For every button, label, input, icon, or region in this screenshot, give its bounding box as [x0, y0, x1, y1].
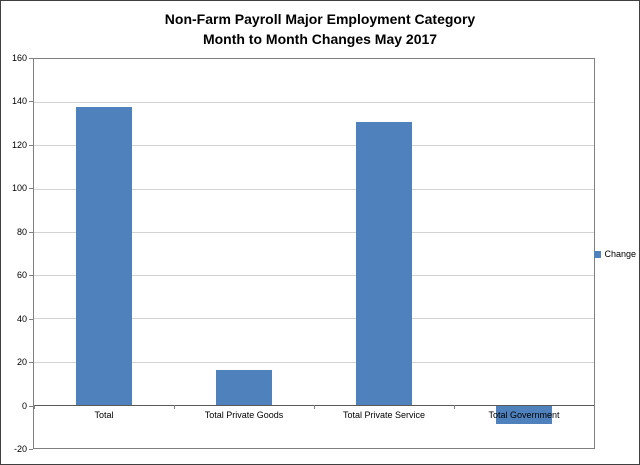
- y-axis-tick-label: 40: [16, 313, 27, 324]
- gridline: [34, 145, 594, 147]
- y-axis-tick-label: 140: [11, 96, 27, 107]
- gridline: [34, 231, 594, 233]
- y-axis-tick: [29, 144, 33, 146]
- y-axis-tick: [29, 405, 33, 407]
- x-axis-category-label: Total Private Goods: [204, 409, 284, 420]
- chart-title-line2: Month to Month Changes May 2017: [202, 31, 438, 47]
- plot-area: Total Total Private Goods Total Private Se…: [33, 58, 595, 449]
- y-axis-tick: [29, 449, 33, 450]
- y-axis-tick-label: 100: [11, 183, 27, 194]
- bar: [76, 106, 132, 405]
- x-axis-tick: [314, 404, 315, 409]
- gridline: [34, 361, 594, 363]
- x-axis-category-label: Total Private Service: [342, 409, 426, 420]
- chart-title: Non-Farm Payroll Major Employment Catego…: [1, 9, 639, 49]
- y-axis-tick-label: 120: [11, 139, 27, 150]
- y-axis-tick: [29, 188, 33, 190]
- x-axis-category-label: Total Government: [488, 409, 560, 420]
- y-axis-tick: [29, 362, 33, 364]
- x-axis-tick: [174, 404, 175, 409]
- gridline: [34, 275, 594, 277]
- x-axis-tick: [454, 404, 455, 409]
- y-axis-tick: [29, 318, 33, 320]
- legend: Change: [594, 249, 636, 259]
- bar: [496, 404, 552, 425]
- y-axis-tick-label: 20: [16, 357, 27, 368]
- legend-swatch-icon: [594, 250, 602, 258]
- y-axis-tick: [29, 101, 33, 103]
- y-axis-ticks: [29, 58, 33, 450]
- x-axis-tick: [34, 404, 35, 409]
- chart-title-line1: Non-Farm Payroll Major Employment Catego…: [164, 11, 476, 27]
- y-axis-tick-label: 80: [16, 226, 27, 237]
- x-axis-tick: [594, 404, 595, 409]
- y-axis-tick: [29, 58, 33, 59]
- y-axis-tick-label: 60: [16, 270, 27, 281]
- bar: [216, 370, 272, 405]
- gridline: [34, 318, 594, 320]
- x-axis-category-label: Total: [94, 409, 114, 420]
- bar: [356, 121, 412, 405]
- legend-label: Change: [604, 249, 636, 259]
- y-axis-tick: [29, 231, 33, 233]
- y-axis-tick-label: -20: [13, 444, 27, 454]
- y-axis-tick-label: 0: [21, 400, 27, 411]
- gridline: [34, 102, 594, 104]
- gridline: [34, 188, 594, 190]
- y-axis-labels: -20 0 20 40 60 80 100 120 140 160: [1, 53, 27, 454]
- y-axis-tick-label: 160: [11, 53, 27, 63]
- y-axis-tick: [29, 275, 33, 277]
